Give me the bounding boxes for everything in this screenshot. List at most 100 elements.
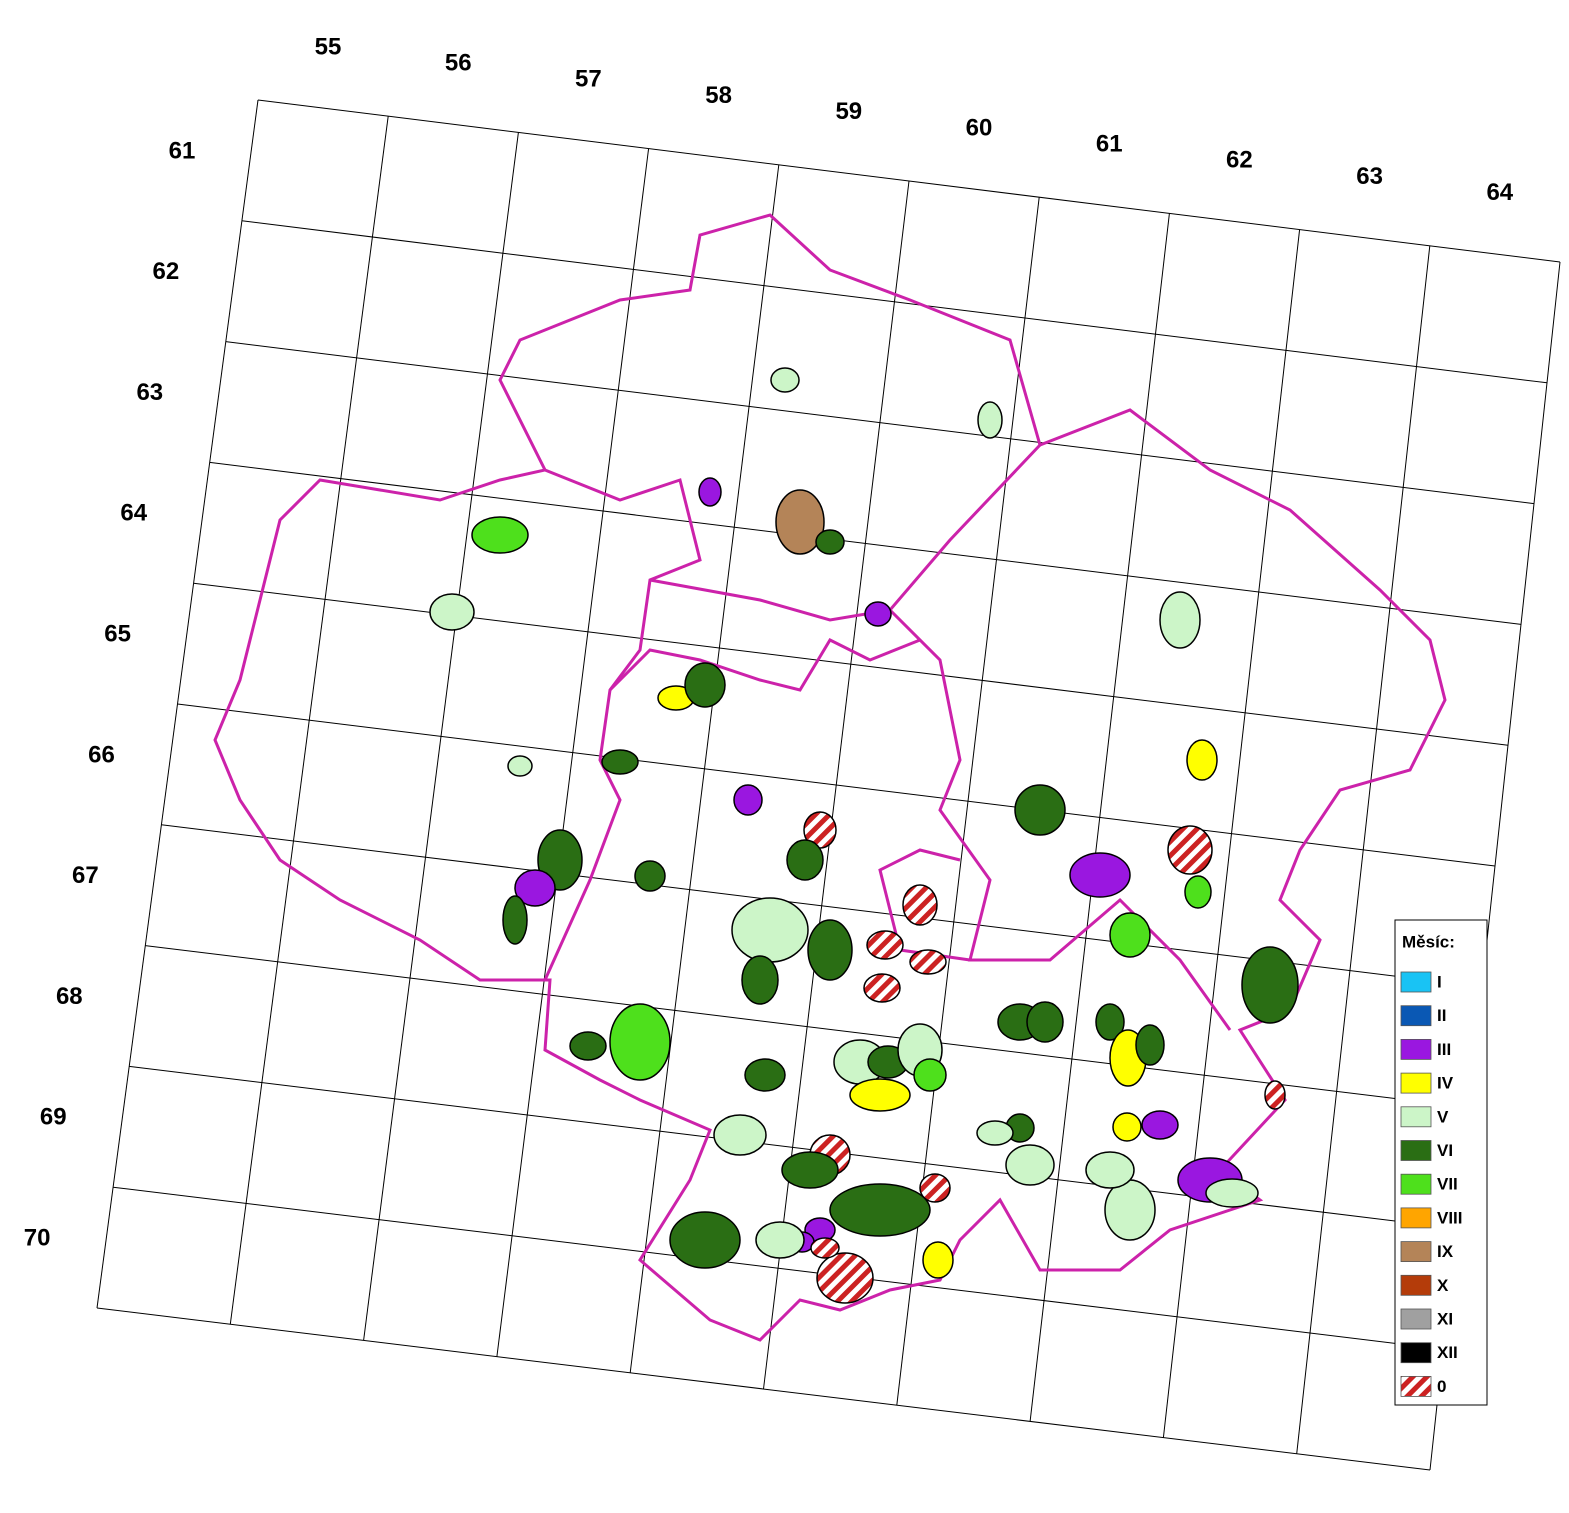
column-label: 55 [315,33,342,60]
row-label: 64 [120,500,147,527]
row-label: 66 [88,741,115,768]
occurrence-patch [755,1221,805,1259]
occurrence-patch [669,1211,741,1269]
column-label: 61 [1096,131,1123,158]
occurrence-patch [770,367,800,393]
occurrence-patch [775,489,825,555]
row-label: 68 [56,983,83,1010]
legend-label: XII [1437,1343,1458,1362]
legend-swatch [1400,1072,1432,1094]
column-label: 62 [1226,147,1253,174]
legend-label: 0 [1437,1377,1446,1396]
occurrence-patch [1005,1144,1055,1186]
legend-swatch [1400,1241,1432,1262]
occurrence-patch [1112,1112,1142,1142]
row-label: 62 [153,258,180,285]
region-border [649,443,1042,622]
legend-label: I [1437,972,1442,991]
occurrence-patch [698,477,722,507]
occurrence-patch [1109,912,1151,958]
grid-line [145,945,1470,1109]
occurrence-patch [1186,739,1218,781]
occurrence-patch [902,884,938,926]
occurrence-patch [634,860,666,892]
grid-line [129,1065,1457,1229]
row-label: 65 [104,621,131,648]
legend-label: VI [1437,1141,1453,1160]
occurrence-patch [849,1078,911,1112]
legend-label: IV [1437,1074,1454,1093]
legend-swatch [1400,1173,1432,1195]
occurrence-patch [1135,1024,1165,1066]
occurrence-patch [1014,784,1066,836]
legend-swatch [1400,1308,1432,1330]
occurrence-patch [913,1058,947,1092]
grid [96,99,1561,1471]
legend-label: IX [1437,1242,1454,1261]
occurrence-patch [733,784,763,816]
legend-swatch [1400,971,1432,993]
legend-swatch [1400,1005,1432,1027]
legend-label: XI [1437,1309,1453,1328]
occurrence-patch [502,895,528,945]
legend-box [1394,919,1488,1406]
region-outline [213,213,1447,1342]
grid-line [209,461,1522,625]
occurrence-patch [569,1031,607,1061]
occurrence-patch [1141,1110,1179,1140]
column-label: 63 [1356,163,1383,190]
legend-swatch [1400,1039,1432,1060]
legend-label: VII [1437,1175,1458,1194]
occurrence-patch [684,662,726,708]
occurrence-patch [1026,1001,1064,1043]
occurrence-patch [829,1183,931,1237]
occurrence-patch [781,1151,839,1189]
column-label: 60 [966,114,993,141]
occurrence-patch [863,973,901,1003]
grid-line [113,1186,1444,1350]
legend-label: II [1437,1006,1446,1025]
legend-swatch [1400,1274,1432,1296]
occurrence-patch [1184,875,1212,909]
grid-line [257,99,1561,263]
legend-swatch [1400,1342,1432,1364]
occurrence-patch [1104,1179,1156,1241]
legend-swatch [1400,1376,1432,1397]
occurrence-patch [1095,1003,1125,1041]
grid-line [193,582,1509,746]
occurrence-patch [807,919,853,981]
occurrence-patch [866,930,904,960]
occurrence-patch [507,755,533,777]
column-label: 59 [835,98,862,125]
column-label: 58 [705,82,732,109]
occurrence-patch [816,1252,874,1304]
occurrence-patch [810,1237,840,1259]
occurrence-patch [471,516,529,554]
occurrence-patch [429,593,475,631]
occurrence-patch [815,529,845,555]
legend-title: Měsíc: [1402,932,1455,951]
occurrence-patch [741,955,779,1005]
occurrence-patch [864,601,892,627]
occurrence-patch [976,1120,1014,1146]
legend-label: III [1437,1040,1451,1059]
occurrence-patch [731,897,809,963]
legend-swatch [1400,1207,1432,1229]
occurrence-patch [609,1003,671,1081]
occurrence-patch [514,869,556,907]
occurrence-patch [1241,946,1299,1024]
grid-line [177,703,1496,867]
legend-swatch [1400,1106,1432,1128]
occurrence-patch [1167,825,1213,875]
occurrence-patch [713,1114,767,1156]
row-label: 69 [40,1104,67,1131]
region-border [608,638,921,692]
legend-swatch [1400,1140,1432,1161]
occurrence-patch [744,1058,786,1092]
grid-line [96,1307,1431,1471]
occurrence-patch [1264,1080,1286,1110]
legend-label: VIII [1437,1208,1463,1227]
occurrence-patch [786,839,824,881]
